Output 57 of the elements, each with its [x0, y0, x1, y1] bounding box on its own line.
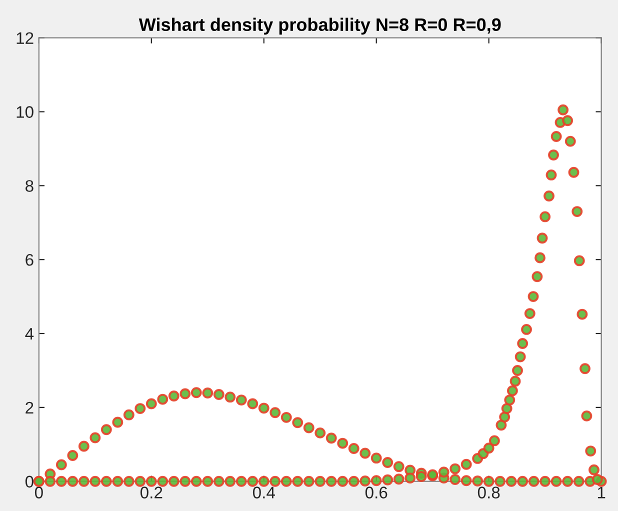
point: [280, 412, 292, 423]
y-tick-label: 10: [16, 106, 34, 118]
point: [573, 476, 584, 487]
point: [270, 407, 281, 418]
point: [348, 442, 360, 454]
point: [247, 398, 258, 410]
x-tick-label: 0.2: [140, 486, 162, 498]
point: [494, 476, 506, 487]
point: [100, 424, 112, 436]
point: [157, 394, 168, 405]
y-tick-label: 6: [26, 254, 34, 266]
point: [483, 476, 494, 487]
point: [168, 390, 180, 402]
point: [370, 452, 382, 464]
point: [224, 392, 236, 403]
point: [517, 476, 528, 487]
point: [506, 476, 517, 487]
point: [382, 457, 394, 468]
point: [112, 416, 124, 428]
point: [56, 459, 67, 470]
point: [90, 432, 101, 444]
y-tick-label: 2: [26, 402, 34, 414]
point: [528, 476, 540, 487]
point: [180, 388, 191, 400]
x-tick-label: 0.6: [365, 486, 388, 498]
point: [314, 427, 326, 438]
point: [550, 476, 562, 487]
point: [134, 403, 146, 414]
point: [337, 438, 348, 449]
point: [258, 402, 270, 414]
point: [236, 394, 247, 406]
point: [472, 476, 484, 486]
point: [360, 448, 371, 459]
y-tick-label: 8: [26, 180, 34, 192]
x-tick-label: 0: [34, 486, 43, 498]
point: [78, 440, 90, 452]
y-tick-label: 0: [25, 476, 34, 488]
point: [190, 387, 202, 398]
point: [540, 476, 551, 487]
chart-title: Wishart density probability N=8 R=0 R=0,9: [138, 18, 501, 35]
point: [562, 476, 574, 487]
x-tick-label: 0.4: [252, 486, 275, 498]
point: [67, 450, 78, 461]
point: [303, 422, 314, 434]
point: [146, 398, 157, 410]
point: [393, 461, 404, 472]
point: [213, 389, 224, 400]
point: [460, 475, 472, 486]
point: [326, 432, 337, 444]
y-tick-label: 12: [16, 32, 34, 44]
x-tick-label: 1: [598, 486, 606, 498]
point: [292, 417, 304, 428]
point: [202, 388, 214, 398]
x-tick-label: 0.8: [478, 486, 500, 498]
y-tick-label: 4: [25, 328, 34, 340]
point: [450, 474, 461, 485]
point: [123, 409, 134, 420]
